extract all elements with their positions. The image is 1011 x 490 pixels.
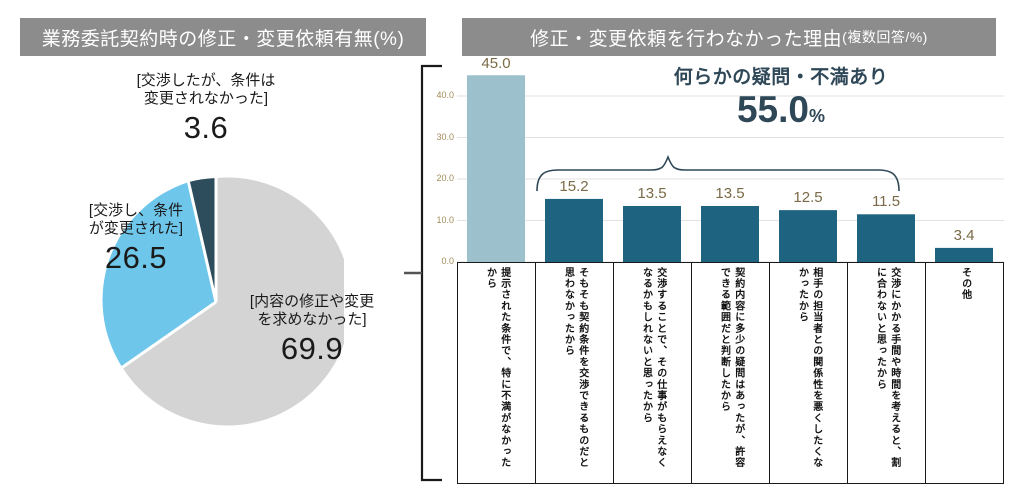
category-label-cell-2: 交渉することで、その仕事がもらえなくなるかもしれないと思ったから: [613, 262, 691, 484]
pie-label-dark-value: 3.6: [183, 109, 229, 145]
pie-label-blue-value: 26.5: [104, 239, 168, 275]
bar-1: [545, 198, 603, 262]
y-tick-10: 10.0: [436, 214, 454, 225]
pie-label-dark-line2: 変更されなかった]: [143, 90, 269, 108]
bar-value-6: 3.4: [953, 227, 975, 244]
pie-chart-panel: [交渉したが、条件は 変更されなかった] 3.6 [交渉し、条件 が変更された]…: [0, 56, 436, 490]
connector-bracket: [404, 64, 442, 482]
category-label-row: 提示された条件で、特に不満がなかったから そもそも契約条件を交渉できるものだと思…: [457, 262, 1004, 484]
bar-5: [857, 214, 915, 262]
y-tick-0: 0.0: [441, 256, 454, 266]
category-label-cell-5: 交渉にかかる手間や時間を考えると、割に合わないと思ったから: [847, 262, 925, 484]
pie-slice-gray: [122, 177, 344, 426]
pie-label-blue: [交渉し、条件 が変更された] 26.5: [56, 202, 216, 276]
y-tick-40: 40.0: [436, 90, 454, 100]
category-label-cell-6: その他: [925, 262, 1004, 484]
brace-annotation: [536, 154, 900, 192]
pie-slice-dividers: [121, 178, 218, 369]
left-panel-title: 業務委託契約時の修正・変更依頼有無(%): [20, 18, 426, 56]
callout-unit: %: [809, 106, 826, 126]
category-label-5: 交渉にかかる手間や時間を考えると、割に合わないと思ったから: [874, 267, 900, 469]
bar-6: [935, 247, 993, 262]
bar-value-5: 11.5: [871, 193, 901, 210]
callout-annotation: 何らかの疑問・不満あり 55.0%: [616, 62, 946, 130]
y-tick-30: 30.0: [436, 131, 454, 142]
left-panel-title-text: 業務委託契約時の修正・変更依頼有無(%): [41, 28, 405, 50]
callout-heading: 何らかの疑問・不満あり: [673, 67, 889, 88]
callout-value: 55.0: [736, 89, 809, 130]
category-label-cell-4: 相手の担当者との関係性を悪くしたくなかったから: [769, 262, 847, 484]
right-panel-title-main: 修正・変更依頼を行わなかった理由: [530, 28, 843, 50]
bar-value-4: 12.5: [793, 189, 823, 206]
bar-chart-panel: 40.0 30.0 20.0 10.0 0.0 45.0 15.2 13.5 1…: [436, 55, 1011, 490]
right-panel-title-sub: (複数回答/%): [842, 29, 928, 45]
category-label-2: 交渉することで、その仕事がもらえなくなるかもしれないと思ったから: [640, 267, 666, 469]
callout-value-wrap: 55.0%: [616, 89, 946, 130]
category-label-1: そもそも契約条件を交渉できるものだと思わなかったから: [562, 267, 588, 469]
pie-label-blue-line2: が変更された]: [88, 220, 184, 238]
bar-value-2: 13.5: [637, 185, 667, 202]
category-label-cell-3: 契約内容に多少の疑問はあったが、許容できる範囲だと判断したから: [691, 262, 769, 484]
pie-label-gray-value: 69.9: [280, 330, 344, 366]
pie-chart: [88, 174, 344, 430]
bar-3: [701, 205, 759, 262]
category-label-3: 契約内容に多少の疑問はあったが、許容できる範囲だと判断したから: [718, 267, 744, 469]
category-label-cell-0: 提示された条件で、特に不満がなかったから: [457, 262, 535, 484]
pie-label-gray-line1: [内容の修正や変更: [249, 293, 375, 310]
bar-0: [467, 75, 525, 262]
bar-2: [623, 205, 681, 262]
bar-value-0: 45.0: [481, 55, 511, 72]
pie-label-blue-line1: [交渉し、条件: [88, 202, 184, 219]
pie-label-dark-line1: [交渉したが、条件は: [136, 72, 276, 89]
pie-label-gray: [内容の修正や変更 を求めなかった] 69.9: [208, 293, 416, 367]
y-tick-20: 20.0: [436, 173, 454, 183]
pie-label-gray-line2: を求めなかった]: [257, 311, 367, 329]
bar-4: [779, 210, 837, 262]
pie-label-dark: [交渉したが、条件は 変更されなかった] 3.6: [106, 72, 306, 146]
bar-value-3: 13.5: [715, 185, 745, 202]
bars: [467, 75, 993, 262]
category-label-4: 相手の担当者との関係性を悪くしたくなかったから: [796, 267, 822, 469]
category-label-0: 提示された条件で、特に不満がなかったから: [484, 267, 510, 469]
bar-value-1: 15.2: [559, 178, 589, 195]
right-panel-title: 修正・変更依頼を行わなかった理由 (複数回答/%): [462, 18, 996, 56]
pie-chart-svg: [102, 177, 344, 426]
category-label-cell-1: そもそも契約条件を交渉できるものだと思わなかったから: [535, 262, 613, 484]
category-label-6: その他: [959, 267, 971, 301]
